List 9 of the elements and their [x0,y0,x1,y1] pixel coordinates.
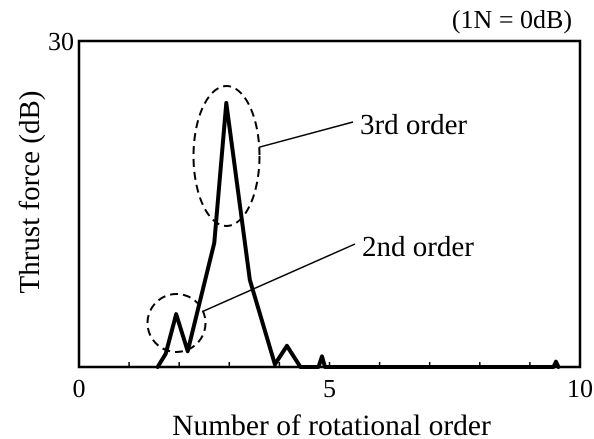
x-tick-label: 10 [567,374,593,403]
y-axis-title: Thrust force (dB) [14,90,46,294]
annotation: 3rd order [360,109,468,141]
x-tick-label: 0 [72,374,86,403]
text: (1N = 0dB) [452,5,572,34]
text: 30 [48,27,74,56]
x-axis-title: Number of rotational order [172,410,491,439]
x-tick-label: 5 [323,374,336,403]
annotation: 2nd order [362,231,474,263]
